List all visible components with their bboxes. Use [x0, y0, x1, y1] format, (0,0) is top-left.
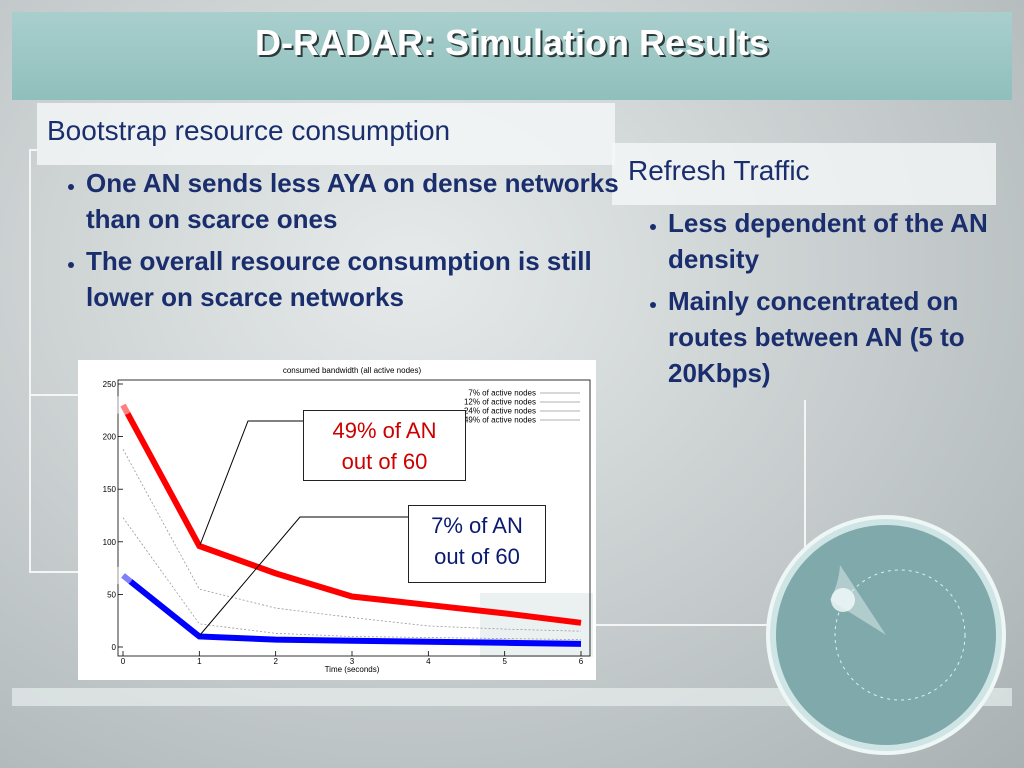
x-tick-label: 6 — [579, 657, 584, 666]
bullet: Less dependent of the AN density — [668, 205, 1024, 277]
series-line — [122, 449, 582, 632]
x-tick-label: 5 — [502, 657, 507, 666]
x-tick-label: 4 — [426, 657, 431, 666]
bullet: Mainly concentrated on routes between AN… — [668, 283, 1024, 391]
y-tick-label: 250 — [103, 380, 117, 389]
x-axis-label: Time (seconds) — [325, 665, 380, 674]
y-tick-label: 0 — [112, 643, 117, 652]
leader-line — [199, 420, 303, 546]
footer-band — [12, 688, 1012, 706]
callout: 49% of AN out of 60 — [303, 410, 466, 481]
series-line — [121, 573, 582, 647]
halo — [113, 395, 133, 416]
callout-line: 7% of AN — [431, 513, 523, 538]
right-bullets: Less dependent of the AN density Mainly … — [622, 205, 1024, 397]
x-tick-label: 1 — [197, 657, 202, 666]
x-tick-label: 3 — [350, 657, 355, 666]
slide-title: D-RADAR: Simulation Results — [254, 22, 770, 63]
callout-line: out of 60 — [341, 449, 428, 474]
series-line — [120, 403, 582, 626]
halo — [113, 565, 133, 586]
callout: 7% of AN out of 60 — [408, 505, 546, 583]
chart-title: consumed bandwidth (all active nodes) — [283, 366, 422, 375]
legend-label: 24% of active nodes — [464, 407, 536, 416]
plot-frame — [117, 379, 591, 657]
callout-line: 49% of AN — [332, 418, 437, 443]
bullet: The overall resource consumption is stil… — [86, 243, 656, 315]
bullet: One AN sends less AYA on dense networks … — [86, 165, 656, 237]
right-heading: Refresh Traffic — [612, 143, 996, 205]
leader-line — [199, 516, 408, 636]
x-tick-label: 2 — [273, 657, 278, 666]
legend-label: 7% of active nodes — [468, 389, 536, 398]
header-band — [12, 12, 1012, 100]
y-tick-label: 100 — [103, 538, 117, 547]
y-tick-label: 150 — [103, 485, 117, 494]
left-heading: Bootstrap resource consumption — [37, 103, 615, 165]
legend-label: 12% of active nodes — [464, 398, 536, 407]
series-line — [122, 517, 582, 641]
radar-decoration — [766, 515, 1006, 755]
legend-label: 49% of active nodes — [464, 416, 536, 425]
x-tick-label: 0 — [121, 657, 126, 666]
y-tick-label: 50 — [107, 590, 116, 599]
left-bullets: One AN sends less AYA on dense networks … — [40, 165, 656, 321]
callout-line: out of 60 — [434, 544, 520, 569]
y-tick-label: 200 — [103, 433, 117, 442]
